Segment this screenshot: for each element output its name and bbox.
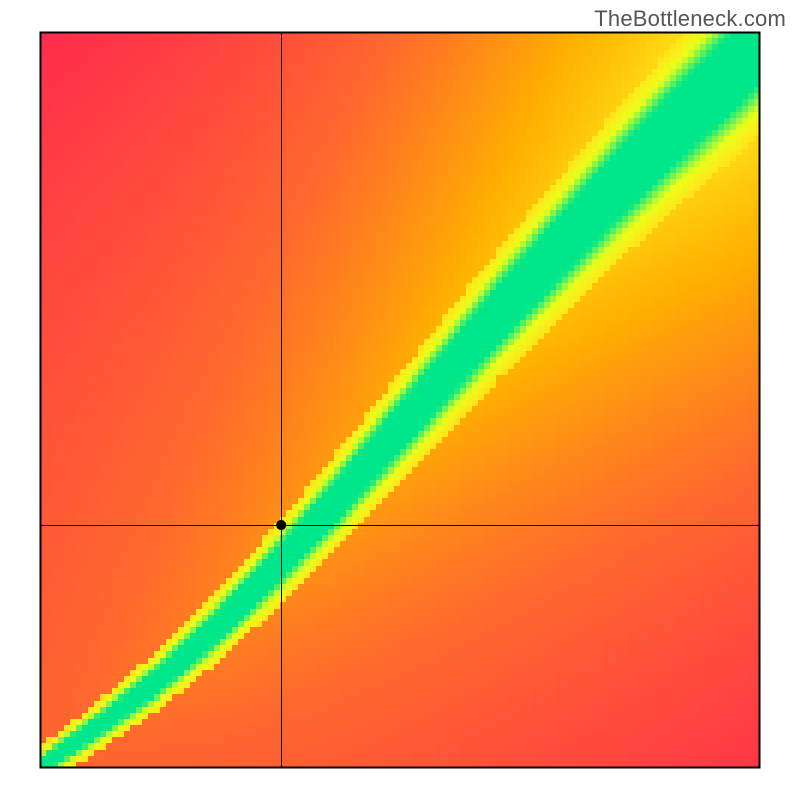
watermark-label: TheBottleneck.com [594, 6, 786, 32]
bottleneck-heatmap [0, 0, 800, 800]
